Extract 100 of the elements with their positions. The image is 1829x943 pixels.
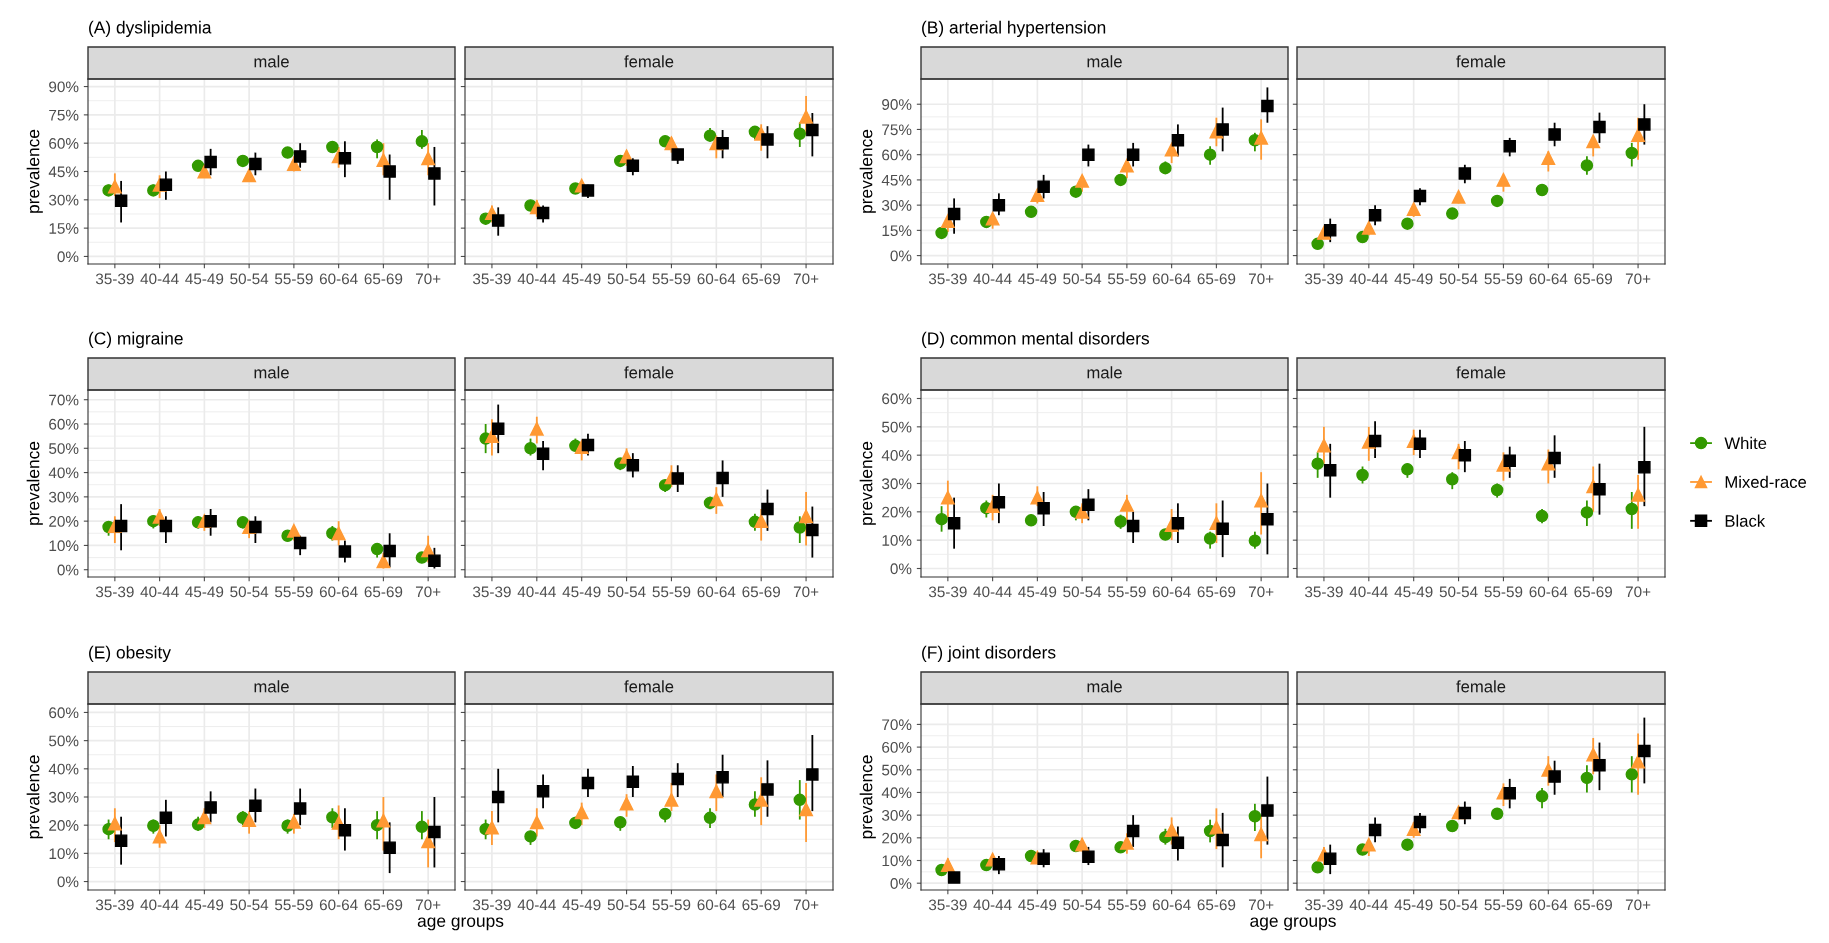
x-tick-label: 60-64: [1529, 273, 1568, 285]
y-tick-label: 60%: [882, 741, 912, 753]
x-tick-label: 50-54: [1439, 273, 1478, 285]
x-tick-label: 60-64: [319, 273, 358, 285]
chart-title: (B) arterial hypertension: [922, 20, 1106, 37]
x-tick-label: 65-69: [364, 273, 403, 285]
x-tick-label: 55-59: [274, 899, 313, 911]
y-tick-label: 20%: [49, 516, 79, 527]
x-tick-label: 50-54: [1439, 586, 1478, 598]
x-tick-label: 55-59: [1484, 586, 1523, 598]
x-tick-label: 70+: [1625, 586, 1651, 598]
x-tick-label: 65-69: [1197, 273, 1236, 285]
x-tick-label: 70+: [415, 586, 441, 598]
y-tick-label: 30%: [48, 791, 79, 803]
x-tick-label: 60-64: [1152, 899, 1191, 911]
x-tick-label: 65-69: [742, 899, 781, 911]
chart-title: (F) joint disorders: [922, 645, 1056, 662]
y-tick-label: 0%: [57, 564, 79, 576]
x-tick-label: 50-54: [1063, 273, 1102, 285]
x-tick-label: 55-59: [1107, 273, 1146, 285]
x-tick-label: 40-44: [140, 899, 179, 911]
x-tick-label: 70+: [1248, 586, 1274, 598]
x-tick-label: 35-39: [928, 273, 967, 285]
x-tick-label: 35-39: [928, 586, 967, 598]
x-axis-title: age groups: [1250, 917, 1336, 931]
x-tick-label: 45-49: [1394, 586, 1433, 598]
y-tick-label: 45%: [48, 166, 79, 178]
x-tick-label: 60-64: [1529, 899, 1568, 911]
x-tick-label: 55-59: [1484, 273, 1523, 285]
x-tick-label: 65-69: [1197, 586, 1236, 598]
chart-subtitle: male: [1087, 366, 1122, 379]
x-tick-label: 40-44: [517, 586, 556, 598]
x-tick-label: 40-44: [517, 899, 556, 911]
x-tick-label: 70+: [1625, 899, 1651, 911]
x-tick-label: 40-44: [973, 899, 1012, 911]
x-tick-label: 40-44: [140, 273, 179, 285]
x-tick-label: 40-44: [1349, 586, 1388, 598]
x-tick-label: 60-64: [1152, 586, 1191, 598]
y-tick-label: 50%: [49, 443, 79, 454]
y-tick-label: 40%: [48, 467, 79, 479]
y-tick-label: 10%: [882, 535, 912, 546]
x-tick-label: 55-59: [652, 273, 691, 285]
y-axis-title: prevalence: [26, 755, 43, 839]
x-tick-label: 45-49: [185, 273, 224, 285]
chart-subtitle: female: [624, 680, 674, 693]
y-tick-label: 15%: [49, 223, 79, 234]
y-axis-title: prevalence: [26, 441, 43, 525]
x-tick-label: 45-49: [1394, 273, 1433, 285]
x-tick-label: 70+: [415, 273, 441, 285]
y-tick-label: 10%: [49, 540, 79, 552]
x-tick-label: 40-44: [517, 273, 556, 285]
x-tick-label: 50-54: [1439, 899, 1478, 911]
y-tick-label: 20%: [882, 832, 912, 844]
y-tick-label: 10%: [882, 855, 912, 867]
x-tick-label: 35-39: [928, 899, 967, 911]
y-tick-label: 30%: [881, 478, 912, 490]
y-tick-label: 20%: [49, 820, 79, 831]
x-tick-label: 45-49: [1394, 899, 1433, 911]
x-tick-label: 40-44: [140, 586, 179, 598]
x-tick-label: 70+: [1248, 899, 1274, 911]
y-tick-label: 40%: [881, 787, 912, 799]
y-tick-label: 60%: [882, 393, 912, 405]
y-tick-label: 40%: [881, 450, 912, 461]
x-tick-label: 45-49: [562, 586, 601, 598]
y-tick-label: 30%: [48, 194, 79, 206]
x-tick-label: 45-49: [185, 586, 224, 598]
x-tick-label: 60-64: [697, 899, 736, 911]
y-tick-label: 30%: [881, 200, 912, 211]
x-tick-label: 55-59: [1107, 586, 1146, 598]
y-axis-title: prevalence: [859, 129, 876, 213]
chart-subtitle: male: [1087, 55, 1122, 68]
x-tick-label: 65-69: [1197, 899, 1236, 911]
y-tick-label: 20%: [882, 506, 912, 518]
x-tick-label: 60-64: [319, 586, 358, 598]
chart-subtitle: male: [1087, 680, 1122, 693]
x-axis-title: age groups: [417, 917, 504, 931]
chart-title: (C) migraine: [89, 331, 183, 348]
chart-title: (E) obesity: [89, 645, 171, 662]
x-tick-label: 65-69: [1574, 899, 1613, 911]
x-tick-label: 45-49: [185, 899, 224, 911]
x-tick-label: 65-69: [742, 586, 781, 598]
y-tick-label: 50%: [882, 764, 912, 776]
x-tick-label: 55-59: [274, 273, 313, 285]
y-axis-title: prevalence: [26, 129, 43, 213]
y-tick-label: 90%: [882, 99, 912, 110]
x-tick-label: 35-39: [95, 273, 134, 285]
legend-label: Mixed-race: [1725, 475, 1807, 488]
legend-label: Black: [1725, 514, 1766, 527]
y-tick-label: 50%: [882, 421, 912, 433]
x-tick-label: 35-39: [1304, 899, 1343, 911]
y-tick-label: 50%: [49, 735, 79, 747]
x-tick-label: 45-49: [562, 273, 601, 285]
y-tick-label: 75%: [49, 109, 79, 121]
y-tick-label: 70%: [882, 719, 912, 731]
y-tick-label: 60%: [49, 707, 79, 719]
x-tick-label: 35-39: [95, 899, 134, 911]
chart-subtitle: female: [1456, 680, 1506, 693]
chart-subtitle: male: [254, 366, 289, 379]
x-tick-label: 60-64: [319, 899, 358, 911]
y-tick-label: 30%: [881, 810, 912, 821]
